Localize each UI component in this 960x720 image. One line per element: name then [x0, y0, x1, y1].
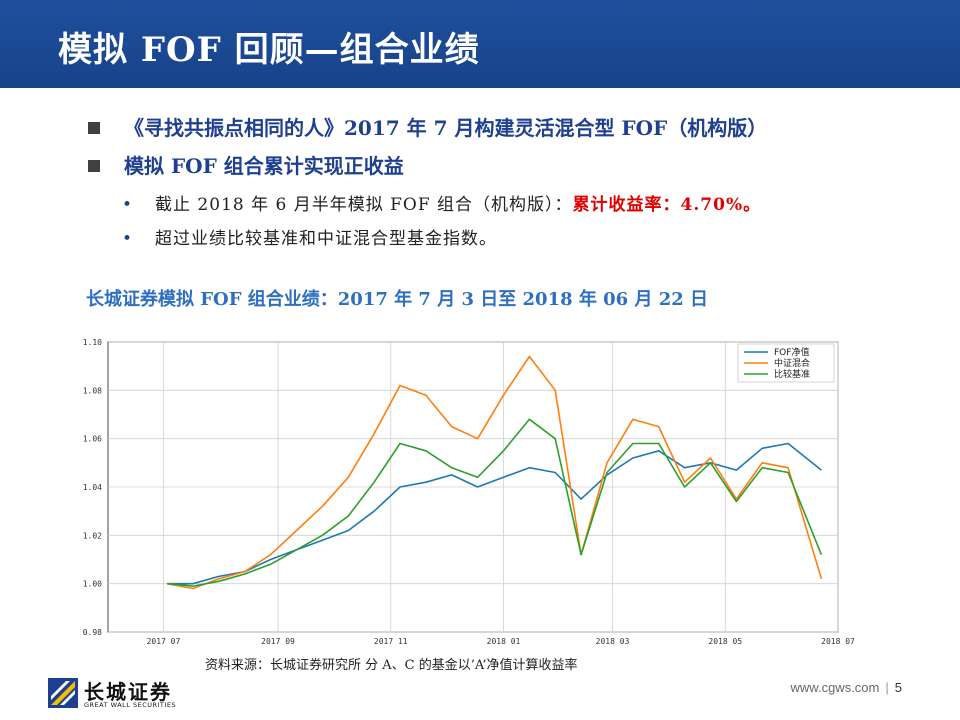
logo-name-cn: 长城证券 — [84, 680, 172, 704]
bullet-1-text: 《寻找共振点相同的人》2017 年 7 月构建灵活混合型 FOF（机构版） — [124, 116, 768, 140]
bullet-2-text: 模拟 FOF 组合累计实现正收益 — [124, 154, 404, 178]
performance-chart: 0.98 1.00 1.02 1.04 1.06 1.08 1.10 2017 07 2017 … — [83, 338, 855, 646]
title-bar: 模拟 FOF 回顾—组合业绩 — [0, 0, 960, 88]
footer: www.cgws.com | 5 — [791, 680, 902, 695]
source-note: 资料来源：长城证券研究所 分 A、C 的基金以’A’净值计算收益率 — [205, 658, 578, 673]
x-tick-label: 2018 01 — [487, 637, 521, 646]
y-tick-label: 1.04 — [83, 483, 102, 492]
bullet-1: 《寻找共振点相同的人》2017 年 7 月构建灵活混合型 FOF（机构版） — [88, 112, 908, 141]
legend-label: 比较基准 — [774, 368, 810, 380]
sub-bullet-2: • 超过业绩比较基准和中证混合型基金指数。 — [122, 224, 497, 249]
x-tick-label: 2017 11 — [374, 637, 408, 646]
great-wall-logo-icon — [48, 678, 78, 708]
x-tick-label: 2018 05 — [708, 637, 742, 646]
legend-label: FOF净值 — [774, 346, 809, 358]
chart-title: 长城证券模拟 FOF 组合业绩：2017 年 7 月 3 日至 2018 年 0… — [86, 289, 709, 310]
dot-bullet-icon: • — [122, 195, 134, 215]
y-tick-label: 1.02 — [83, 531, 102, 540]
company-logo: 长城证券 GREAT WALL SECURITIES — [44, 676, 204, 712]
legend-label: 中证混合 — [774, 357, 810, 369]
sub-bullet-1-text: 截止 2018 年 6 月半年模拟 FOF 组合（机构版）： — [155, 195, 573, 215]
dot-bullet-icon: • — [122, 229, 134, 249]
sub-bullet-2-text: 超过业绩比较基准和中证混合型基金指数。 — [155, 229, 498, 249]
series-line-1 — [167, 442, 822, 585]
website-link[interactable]: www.cgws.com — [790, 680, 880, 695]
return-highlight: 累计收益率：4.70%。 — [572, 195, 762, 215]
y-tick-label: 0.98 — [83, 628, 102, 637]
y-tick-label: 1.00 — [83, 580, 102, 589]
series-line-2 — [166, 355, 823, 590]
y-tick-label: 1.10 — [83, 338, 102, 347]
x-tick-label: 2018 03 — [596, 637, 630, 646]
footer-separator: | — [885, 680, 889, 695]
square-bullet-icon — [88, 121, 100, 134]
y-tick-label: 1.08 — [83, 386, 102, 395]
logo-name-en: GREAT WALL SECURITIES — [84, 701, 177, 709]
sub-bullet-1: • 截止 2018 年 6 月半年模拟 FOF 组合（机构版）：累计收益率：4.7… — [122, 190, 761, 215]
y-tick-label: 1.06 — [83, 435, 102, 444]
page-number: 5 — [894, 680, 902, 695]
x-tick-label: 2017 07 — [147, 637, 181, 646]
slide-title: 模拟 FOF 回顾—组合业绩 — [58, 30, 480, 70]
bullet-2: 模拟 FOF 组合累计实现正收益 — [88, 150, 908, 179]
x-tick-label: 2017 09 — [261, 637, 295, 646]
x-tick-label: 2018 07 — [821, 637, 855, 646]
series-line-3 — [167, 418, 823, 587]
square-bullet-icon — [88, 159, 100, 172]
